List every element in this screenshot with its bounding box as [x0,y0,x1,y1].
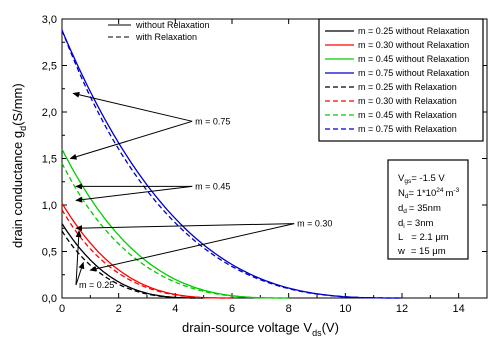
param-di-sym: d [398,218,403,229]
y-tick-label: 2,0 [42,107,57,119]
series-line [61,148,289,299]
x-tick-label: 14 [453,303,465,315]
param-nd-text: = 1*10 [409,188,437,199]
style-legend-dashed-label: with Relaxation [135,32,197,42]
x-tick-label: 2 [116,303,122,315]
series-line [61,29,402,299]
series-legend-label: m = 0.30 with Relaxation [358,96,457,106]
series-legend: m = 0.25 without Relaxation m = 0.30 with… [325,26,469,134]
param-nd-sym: N [398,188,405,199]
x-tick-label: 0 [59,303,65,315]
annotation-arrow [75,261,85,286]
series-line [61,223,204,299]
y-axis-title-tail: (S/mm) [10,83,25,126]
param-nd-unit: m [445,188,453,199]
x-axis-title: drain-source voltage Vds(V) [182,320,339,338]
annotation-label: m = 0.30 [297,219,332,229]
annotation-arrow [69,120,193,160]
param-nd-sub: d [405,193,409,200]
y-tick-label: 1,5 [42,154,57,166]
y-tick-label: 3,0 [42,14,57,26]
param-di-text: = 3nm [407,218,434,229]
param-dd-sub: d [403,208,407,215]
series-legend-label: m = 0.25 with Relaxation [358,82,457,92]
annotation-label: m = 0.75 [195,116,230,126]
series-legend-label: m = 0.75 without Relaxation [358,68,469,78]
param-w-text: = 15 μm [411,246,446,257]
annotation-label: m = 0.25 [79,280,114,290]
param-dd-text: = 35nm [409,203,441,214]
param-l-text: = 2.1 μm [411,232,449,243]
series-legend-label: m = 0.45 without Relaxation [358,54,469,64]
parameter-box-frame [387,159,469,260]
param-di: di = 3nm [398,218,434,230]
series-legend-label: m = 0.75 with Relaxation [358,124,457,134]
x-tick-label: 4 [172,303,178,315]
y-tick-labels: 0,0 0,5 1,0 1,5 2,0 2,5 3,0 [42,14,57,305]
x-axis-title-main: drain-source voltage V [182,320,312,335]
y-axis-title-sub: d [18,126,28,131]
series-line [61,29,402,299]
x-tick-label: 8 [286,303,292,315]
annotation-label: m = 0.45 [195,181,230,191]
param-nd: Nd= 1*1024 m-3 [398,187,460,200]
x-tick-label: 10 [339,303,351,315]
annotation-arrow [75,185,193,203]
x-axis-title-tail: (V) [322,320,339,335]
annotation-arrow [75,223,295,232]
series-legend-label: m = 0.25 without Relaxation [358,26,469,36]
param-vgs: Vgs= -1.5 V [398,173,445,185]
style-legend: without Relaxation with Relaxation [108,20,210,42]
param-dd-sym: d [398,203,403,214]
x-tick-label: 6 [229,303,235,315]
param-w-sym: w [397,246,405,257]
annotation-arrow [89,223,295,272]
param-l: L = 2.1 μm [398,232,449,243]
param-nd-exp: 24 [436,187,444,194]
y-axis-title-main: drain conductance g [10,131,25,248]
y-axis-title: drain conductance gd(S/mm) [10,83,28,248]
param-l-sym: L [398,232,403,243]
x-axis-title-sub: ds [312,328,322,338]
style-legend-solid-label: without Relaxation [135,20,210,30]
series-line [61,202,232,299]
x-tick-label: 12 [396,303,408,315]
series-legend-box [318,18,484,142]
param-vgs-sub: gs [404,178,412,185]
param-w: w = 15 μm [397,246,446,257]
param-vgs-text: = -1.5 V [411,173,445,184]
param-di-sub: i [403,223,404,230]
annotation-arrow [72,91,193,122]
series-legend-label: m = 0.30 without Relaxation [358,40,469,50]
series-line [61,209,232,299]
param-vgs-sym: V [398,173,405,184]
parameter-box: Vgs= -1.5 V Nd= 1*1024 m-3 dd = 35nm di = 3… [387,159,469,260]
annotation-arrow [75,230,82,286]
param-nd-unit-exp: -3 [453,187,459,194]
annotations: m = 0.75 m = 0.45 m = 0.30 m = 0.25 [69,91,332,290]
series-curves [61,29,402,299]
y-tick-label: 0,0 [42,293,57,305]
y-tick-label: 1,0 [42,200,57,212]
param-dd: dd = 35nm [398,203,441,215]
x-tick-labels: 0 2 4 6 8 10 12 14 [59,303,465,315]
series-legend-label: m = 0.45 with Relaxation [358,110,457,120]
y-tick-label: 0,5 [42,247,57,259]
y-tick-label: 2,5 [42,61,57,73]
